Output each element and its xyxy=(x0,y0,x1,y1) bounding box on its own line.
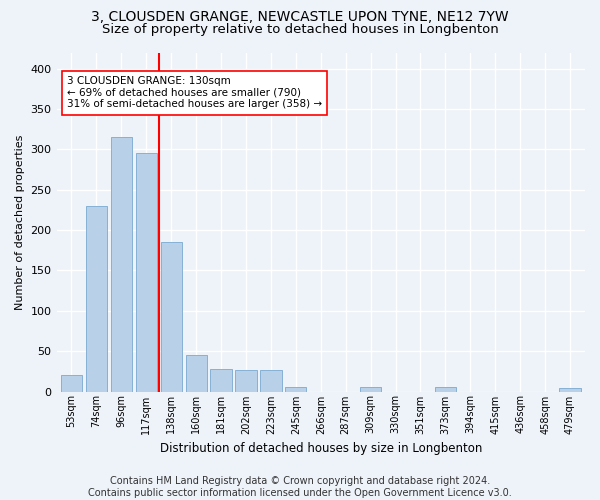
Text: 3 CLOUSDEN GRANGE: 130sqm
← 69% of detached houses are smaller (790)
31% of semi: 3 CLOUSDEN GRANGE: 130sqm ← 69% of detac… xyxy=(67,76,322,110)
Bar xyxy=(61,376,82,392)
Bar xyxy=(435,388,456,392)
Bar xyxy=(136,154,157,392)
Bar xyxy=(360,388,381,392)
Bar xyxy=(111,138,132,392)
Bar xyxy=(559,388,581,392)
Text: Contains HM Land Registry data © Crown copyright and database right 2024.
Contai: Contains HM Land Registry data © Crown c… xyxy=(88,476,512,498)
Bar xyxy=(161,242,182,392)
Text: 3, CLOUSDEN GRANGE, NEWCASTLE UPON TYNE, NE12 7YW: 3, CLOUSDEN GRANGE, NEWCASTLE UPON TYNE,… xyxy=(91,10,509,24)
X-axis label: Distribution of detached houses by size in Longbenton: Distribution of detached houses by size … xyxy=(160,442,482,455)
Bar xyxy=(211,369,232,392)
Text: Size of property relative to detached houses in Longbenton: Size of property relative to detached ho… xyxy=(101,22,499,36)
Bar xyxy=(185,355,207,392)
Bar xyxy=(260,370,281,392)
Y-axis label: Number of detached properties: Number of detached properties xyxy=(15,134,25,310)
Bar xyxy=(86,206,107,392)
Bar xyxy=(285,388,307,392)
Bar xyxy=(235,370,257,392)
